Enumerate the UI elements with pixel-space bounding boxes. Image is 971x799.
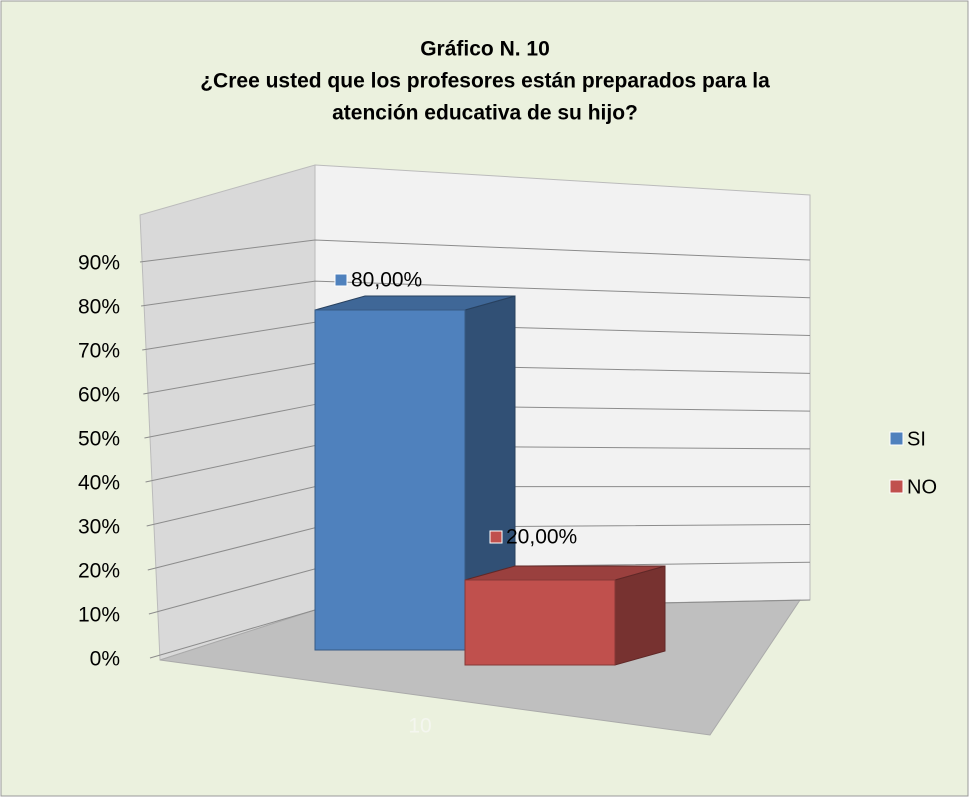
y-tick-label: 70% <box>78 340 120 363</box>
legend-label: SI <box>907 428 926 450</box>
legend-key <box>889 431 904 446</box>
x-tick-label: 10 <box>408 715 431 738</box>
y-tick-label: 0% <box>90 648 120 671</box>
data-label-key <box>489 530 503 544</box>
data-label: 20,00% <box>506 526 577 549</box>
legend-label: NO <box>907 476 937 498</box>
grid-line <box>141 280 811 307</box>
bar <box>314 309 466 651</box>
y-tick-label: 40% <box>78 472 120 495</box>
legend-key <box>889 479 904 494</box>
y-tick-label: 90% <box>78 252 120 275</box>
bar <box>464 579 616 666</box>
y-tick-label: 50% <box>78 428 120 451</box>
chart-title: Gráfico N. 10 <box>420 38 550 61</box>
side-wall <box>139 164 316 661</box>
y-tick-label: 80% <box>78 296 120 319</box>
y-tick-label: 30% <box>78 516 120 539</box>
chart-title: ¿Cree usted que los profesores están pre… <box>200 70 770 93</box>
grid-line <box>139 239 811 263</box>
data-label: 80,00% <box>351 269 422 292</box>
data-label-key <box>334 273 348 287</box>
y-tick-label: 10% <box>78 604 120 627</box>
bar-side <box>614 565 666 666</box>
y-tick-label: 20% <box>78 560 120 583</box>
chart-title: atención educativa de su hijo? <box>332 102 638 125</box>
y-tick-label: 60% <box>78 384 120 407</box>
